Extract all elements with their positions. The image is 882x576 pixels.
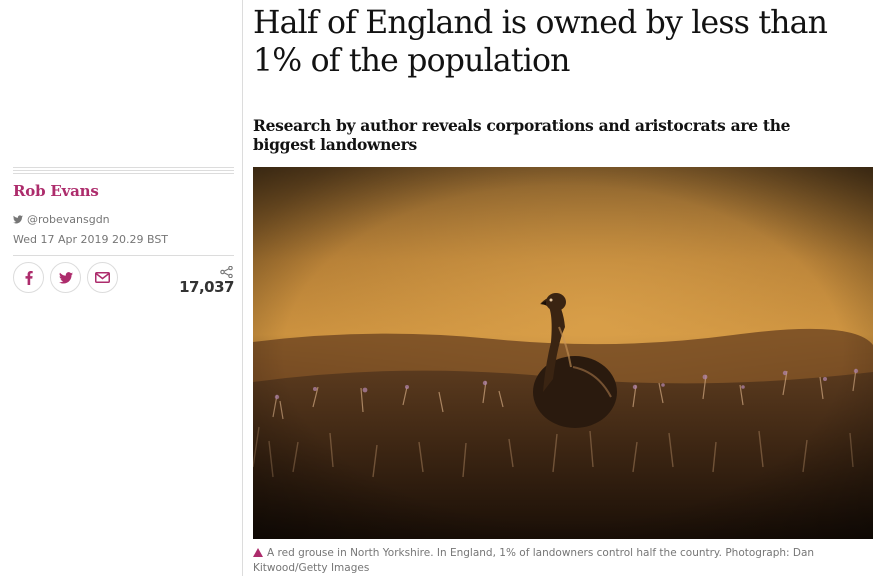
twitter-bird-icon <box>13 215 23 224</box>
twitter-handle-link[interactable]: @robevansgdn <box>13 213 110 226</box>
column-divider <box>242 0 243 576</box>
share-facebook-button[interactable] <box>13 262 44 293</box>
meta-divider-mid <box>13 255 234 256</box>
article-standfirst: Research by author reveals corporations … <box>253 116 791 154</box>
image-caption: A red grouse in North Yorkshire. In Engl… <box>253 546 853 576</box>
share-email-button[interactable] <box>87 262 118 293</box>
publication-date: Wed 17 Apr 2019 20.29 BST <box>13 233 169 246</box>
twitter-handle: @robevansgdn <box>27 213 110 226</box>
red-grouse-photo <box>253 167 873 539</box>
share-count: 17,037 <box>179 278 234 296</box>
meta-divider-top <box>13 167 234 174</box>
caption-triangle-icon <box>253 548 263 557</box>
share-twitter-button[interactable] <box>50 262 81 293</box>
facebook-icon <box>25 270 33 285</box>
article-meta: Rob Evans @robevansgdn Wed 17 Apr 2019 2… <box>13 0 234 576</box>
article-headline: Half of England is owned by less than 1%… <box>253 5 828 79</box>
share-icon <box>220 263 233 282</box>
caption-text: A red grouse in North Yorkshire. In Engl… <box>253 547 815 574</box>
email-icon <box>95 272 110 283</box>
author-link[interactable]: Rob Evans <box>13 182 99 200</box>
twitter-icon <box>58 271 73 284</box>
main-media-image[interactable] <box>253 167 873 539</box>
